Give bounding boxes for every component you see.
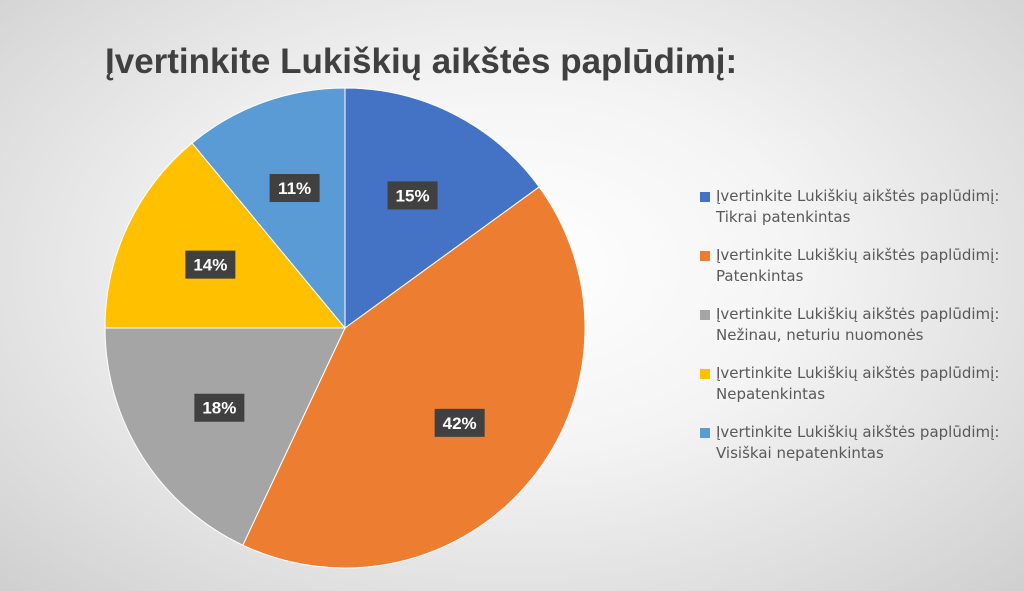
pie-slice: [242, 186, 586, 569]
legend-label: Įvertinkite Lukiškių aikštės paplūdimį: N…: [716, 364, 1000, 403]
legend-label: Įvertinkite Lukiškių aikštės paplūdimį: V…: [716, 423, 1000, 462]
pie-slice: [344, 87, 540, 329]
data-label: 14%: [185, 250, 236, 279]
legend-label: Įvertinkite Lukiškių aikštės paplūdimį: P…: [716, 246, 1000, 285]
data-label-text: 14%: [193, 256, 227, 275]
legend-label: Įvertinkite Lukiškių aikštės paplūdimį: T…: [716, 187, 1000, 226]
legend-label: Įvertinkite Lukiškių aikštės paplūdimį: N…: [716, 305, 1000, 344]
data-label: 11%: [269, 173, 320, 202]
data-label-box: [434, 408, 485, 437]
legend-item: Įvertinkite Lukiškių aikštės paplūdimį: T…: [700, 186, 1020, 228]
legend-swatch: [700, 251, 710, 261]
data-label-box: [269, 173, 320, 202]
pie-slice: [104, 327, 346, 546]
data-label-text: 18%: [202, 399, 236, 418]
data-label-text: 15%: [396, 186, 430, 205]
data-label-box: [194, 393, 245, 422]
data-label: 15%: [387, 181, 438, 210]
data-label-text: 42%: [443, 414, 477, 433]
legend: Įvertinkite Lukiškių aikštės paplūdimį: T…: [700, 186, 1020, 481]
legend-swatch: [700, 192, 710, 202]
legend-item: Įvertinkite Lukiškių aikštės paplūdimį: V…: [700, 422, 1020, 464]
pie-slice: [191, 87, 346, 330]
data-label-text: 11%: [278, 179, 311, 198]
data-label: 42%: [434, 408, 485, 437]
data-label-box: [185, 250, 236, 279]
legend-swatch: [700, 310, 710, 320]
data-label-box: [387, 181, 438, 210]
data-label: 18%: [194, 393, 245, 422]
chart-title: Įvertinkite Lukiškių aikštės paplūdimį:: [105, 42, 738, 81]
legend-item: Įvertinkite Lukiškių aikštės paplūdimį: N…: [700, 304, 1020, 346]
legend-swatch: [700, 428, 710, 438]
legend-item: Įvertinkite Lukiškių aikštės paplūdimį: P…: [700, 245, 1020, 287]
pie-slice: [104, 142, 347, 329]
legend-swatch: [700, 369, 710, 379]
legend-item: Įvertinkite Lukiškių aikštės paplūdimį: N…: [700, 363, 1020, 405]
